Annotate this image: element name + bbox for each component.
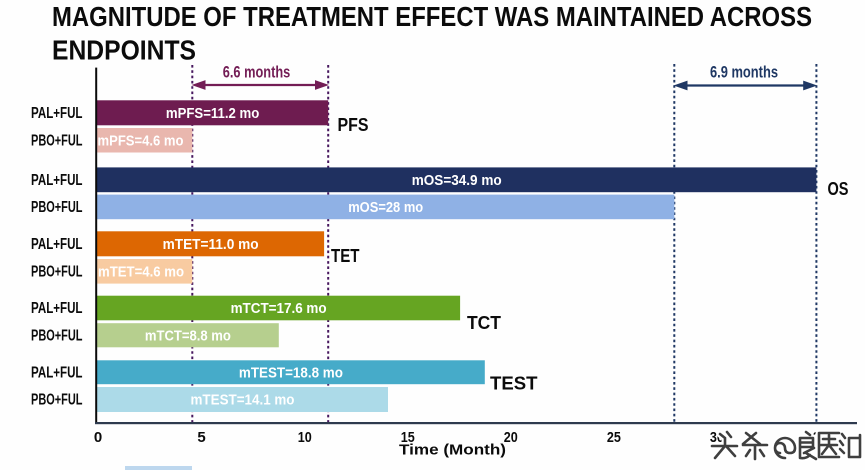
svg-text:6.9 months: 6.9 months xyxy=(710,63,778,82)
svg-text:PBO+FUL: PBO+FUL xyxy=(31,133,83,150)
svg-text:PAL+FUL: PAL+FUL xyxy=(31,300,83,317)
svg-text:mTEST=18.8 mo: mTEST=18.8 mo xyxy=(239,366,343,382)
svg-text:25: 25 xyxy=(607,429,621,446)
svg-text:mTET=4.6 mo: mTET=4.6 mo xyxy=(98,265,184,281)
svg-text:PAL+FUL: PAL+FUL xyxy=(31,105,83,122)
svg-text:15: 15 xyxy=(401,429,415,446)
svg-text:PAL+FUL: PAL+FUL xyxy=(31,236,83,253)
svg-text:PBO+FUL: PBO+FUL xyxy=(31,199,83,216)
svg-text:TET: TET xyxy=(331,246,360,266)
svg-text:mPFS=11.2 mo: mPFS=11.2 mo xyxy=(166,106,260,122)
svg-text:mOS=28 mo: mOS=28 mo xyxy=(348,200,423,216)
svg-text:PFS: PFS xyxy=(338,115,369,135)
svg-text:20: 20 xyxy=(504,429,518,446)
svg-text:PBO+FUL: PBO+FUL xyxy=(31,328,83,345)
svg-text:Time (Month): Time (Month) xyxy=(399,442,506,459)
svg-text:10: 10 xyxy=(298,429,312,446)
svg-text:5: 5 xyxy=(197,429,205,446)
svg-text:mTET=11.0 mo: mTET=11.0 mo xyxy=(163,237,259,253)
svg-text:6.6 months: 6.6 months xyxy=(223,63,291,82)
svg-text:mTCT=8.8 mo: mTCT=8.8 mo xyxy=(145,329,231,345)
svg-text:mTEST=14.1 mo: mTEST=14.1 mo xyxy=(191,393,295,409)
svg-text:PBO+FUL: PBO+FUL xyxy=(31,392,83,409)
svg-text:TCT: TCT xyxy=(467,313,501,333)
svg-text:TEST: TEST xyxy=(490,374,538,394)
svg-text:PAL+FUL: PAL+FUL xyxy=(31,172,83,189)
svg-text:0: 0 xyxy=(94,429,102,446)
svg-text:mTCT=17.6 mo: mTCT=17.6 mo xyxy=(231,301,327,317)
svg-text:mPFS=4.6 mo: mPFS=4.6 mo xyxy=(98,134,184,150)
svg-text:PAL+FUL: PAL+FUL xyxy=(31,365,83,382)
svg-text:OS: OS xyxy=(828,179,849,199)
svg-text:MAGNITUDE OF TREATMENT EFFECT: MAGNITUDE OF TREATMENT EFFECT WAS MAINTA… xyxy=(52,1,812,32)
svg-text:PBO+FUL: PBO+FUL xyxy=(31,264,83,281)
svg-text:mOS=34.9 mo: mOS=34.9 mo xyxy=(412,173,502,189)
svg-text:ENDPOINTS: ENDPOINTS xyxy=(52,35,196,66)
